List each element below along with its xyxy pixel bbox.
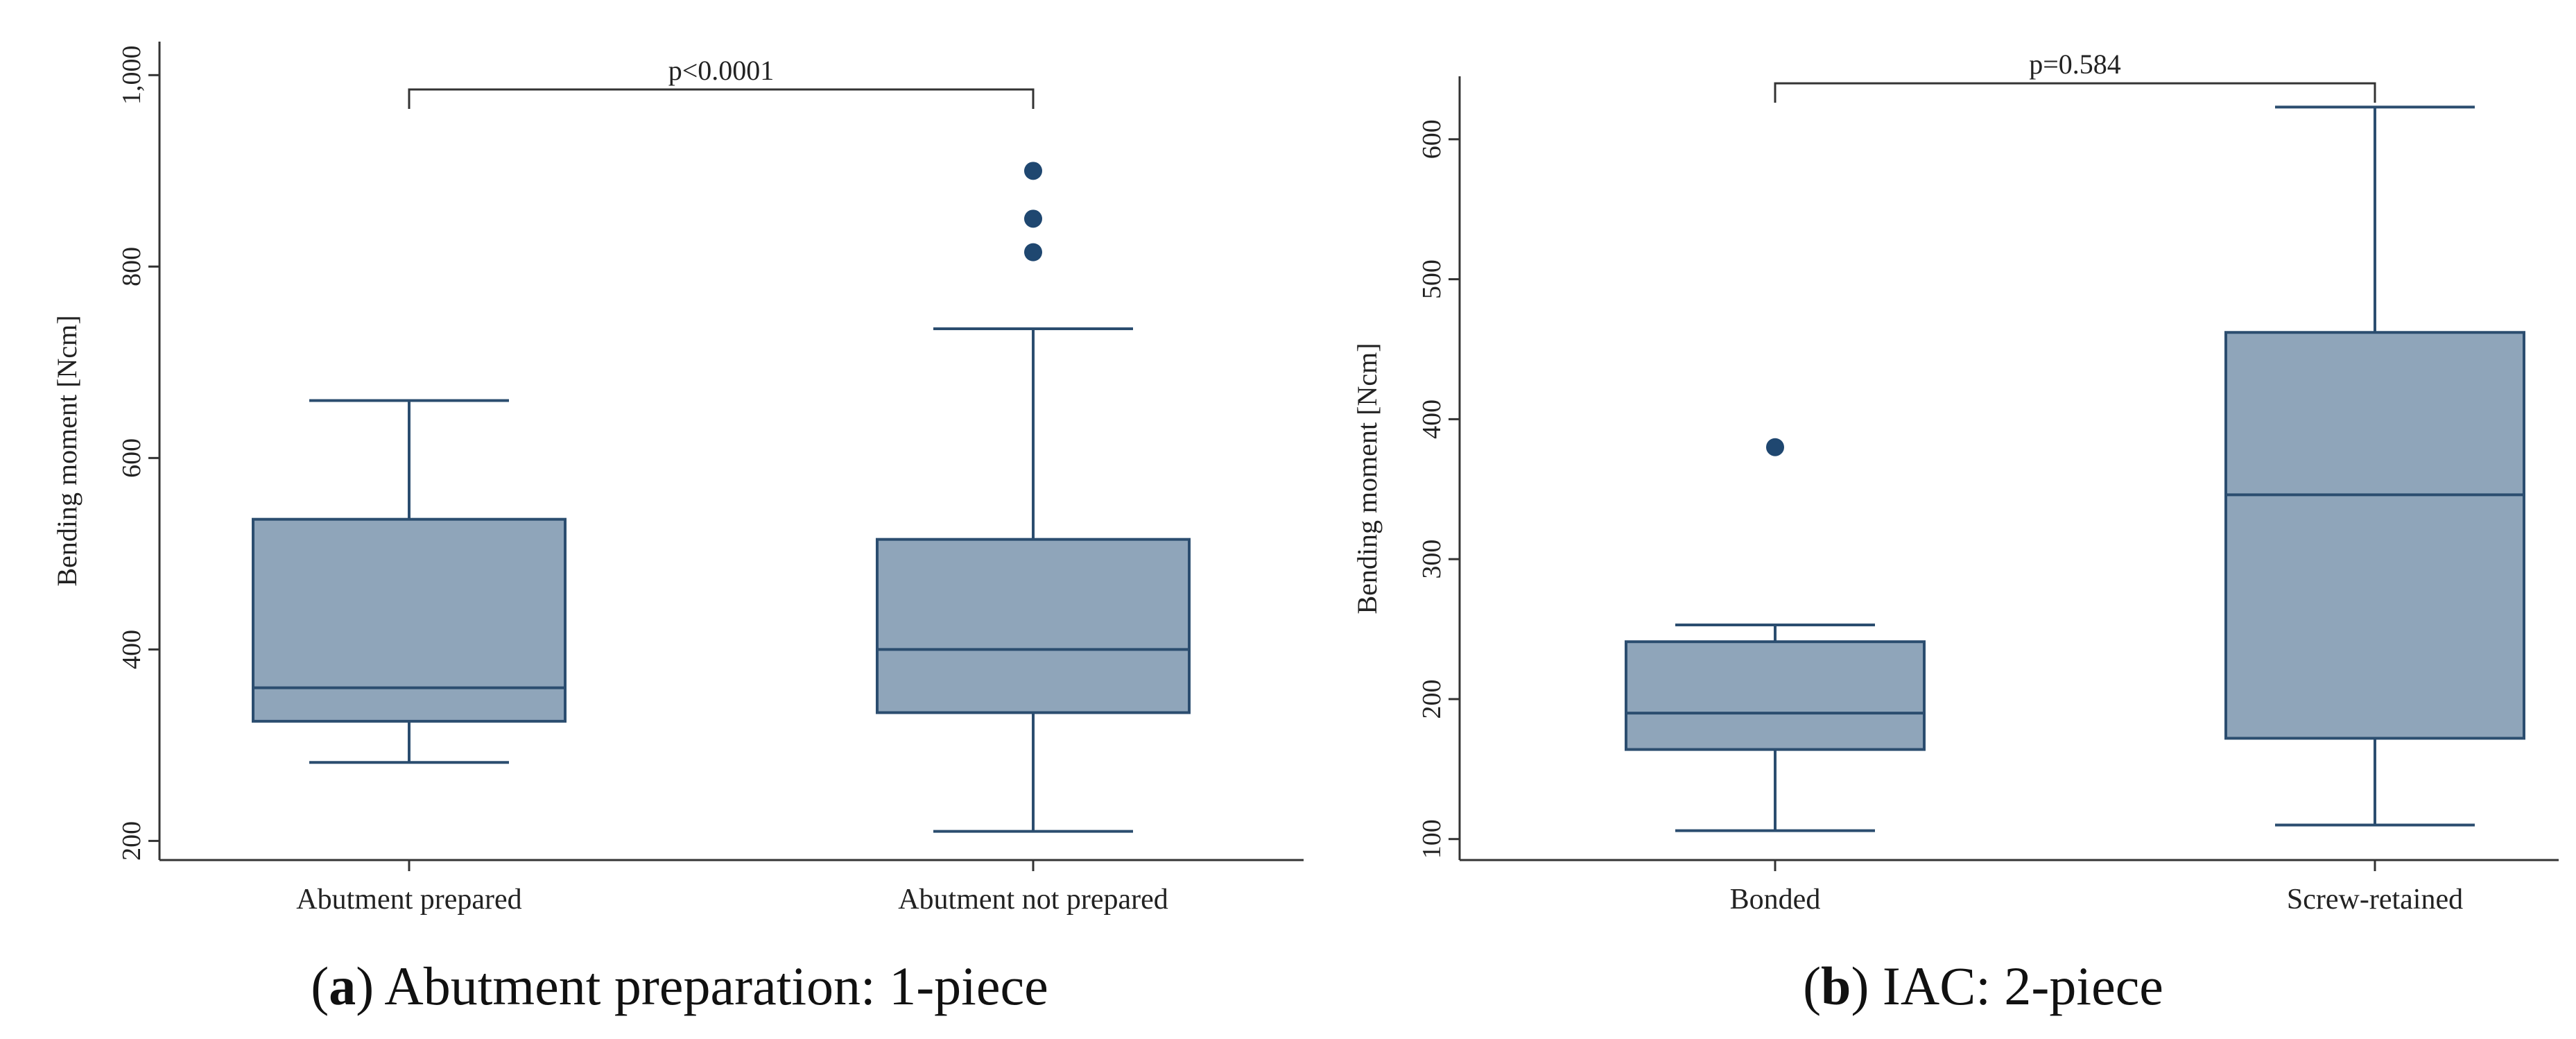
- panel-b: Bending moment [Ncm] 100200300400500600 …: [1351, 49, 2559, 1016]
- y-tick-label: 200: [117, 821, 146, 861]
- x-category-labels: Abutment prepared Abutment not prepared: [296, 860, 1168, 916]
- x-category-label: Screw-retained: [2287, 884, 2463, 916]
- y-axis-label: Bending moment [Ncm]: [51, 315, 83, 586]
- x-category-label: Abutment prepared: [296, 884, 521, 916]
- caption-text: Abutment preparation: 1-piece: [384, 956, 1048, 1016]
- outlier-point: [1766, 438, 1784, 456]
- x-category-label: Abutment not prepared: [898, 884, 1168, 916]
- y-axis-label: Bending moment [Ncm]: [1351, 343, 1383, 614]
- panel-a-caption: (a) Abutment preparation: 1-piece: [311, 956, 1048, 1016]
- bracket-line: [408, 88, 1035, 110]
- outlier-point: [1024, 243, 1042, 261]
- y-tick-label: 200: [1417, 679, 1446, 719]
- y-ticks: 200 400 600 800 1,000: [117, 46, 159, 861]
- box-iqr: [1625, 640, 1926, 751]
- bracket-line: [1774, 82, 2376, 103]
- x-category-label: Bonded: [1730, 884, 1821, 916]
- boxes: [252, 162, 1191, 833]
- y-ticks: 100 200 300 400 500 600: [1417, 119, 1460, 859]
- panel-b-caption: (b) IAC: 2-piece: [1803, 956, 2163, 1016]
- p-value-label: p<0.0001: [668, 55, 775, 86]
- y-tick-label: 800: [117, 247, 146, 286]
- x-category-labels: Bonded Screw-retained: [1730, 860, 2463, 916]
- y-tick-label: 500: [1417, 259, 1446, 299]
- y-tick-label: 400: [1417, 400, 1446, 439]
- significance-bracket: p=0.584: [1774, 49, 2376, 103]
- y-tick-label: 1,000: [117, 46, 146, 105]
- caption-text: IAC: 2-piece: [1883, 956, 2163, 1016]
- significance-bracket: p<0.0001: [408, 55, 1035, 110]
- panel-letter: a: [329, 956, 356, 1016]
- y-tick-label: 100: [1417, 819, 1446, 859]
- box-iqr: [252, 517, 567, 723]
- panel-letter: b: [1821, 956, 1851, 1016]
- outlier-point: [1024, 162, 1042, 180]
- box-iqr: [2224, 331, 2525, 740]
- y-tick-label: 300: [1417, 540, 1446, 579]
- y-tick-label: 600: [1417, 119, 1446, 159]
- outlier-point: [1024, 209, 1042, 228]
- y-tick-label: 600: [117, 438, 146, 478]
- panel-a: Bending moment [Ncm] 200 400 600 800 1,000 p…: [51, 42, 1304, 1016]
- y-tick-label: 400: [117, 630, 146, 669]
- p-value-label: p=0.584: [2029, 49, 2121, 80]
- boxes: [1625, 105, 2525, 832]
- box-iqr: [876, 538, 1191, 714]
